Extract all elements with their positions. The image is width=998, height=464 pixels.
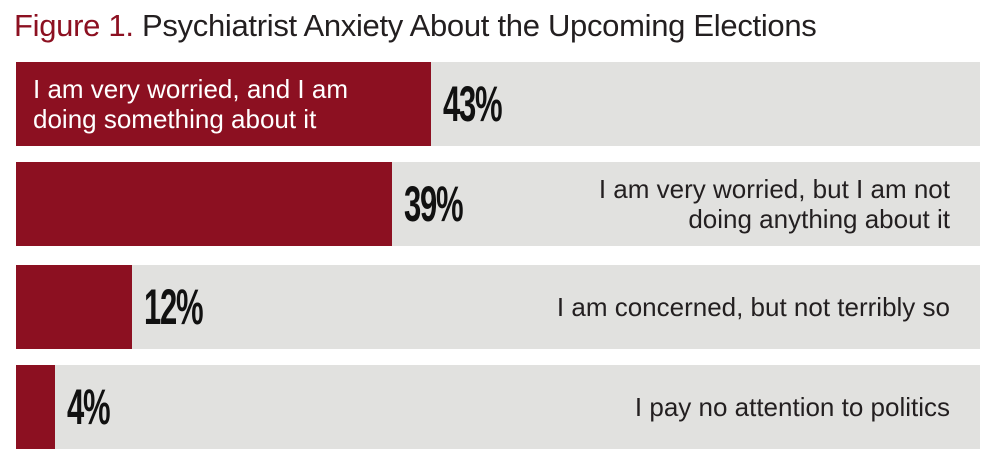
category-label: I am concerned, but not terribly so <box>556 292 950 322</box>
bar-track <box>16 365 980 449</box>
value-label: 39% <box>403 176 464 232</box>
category-label: I am very worried, but I am not doing an… <box>598 174 950 234</box>
chart-title: Figure 1. Psychiatrist Anxiety About the… <box>14 8 817 44</box>
value-label: 12% <box>143 279 204 335</box>
title-text: Psychiatrist Anxiety About the Upcoming … <box>141 8 817 43</box>
bar-row: 39% I am very worried, but I am not doin… <box>16 162 980 246</box>
bar <box>16 62 431 146</box>
bar <box>16 162 392 246</box>
bar-row: 43% I am very worried, and I am doing so… <box>16 62 980 146</box>
bar-row: 12% I am concerned, but not terribly so <box>16 265 980 349</box>
bar <box>16 365 55 449</box>
category-label: I pay no attention to politics <box>634 392 950 422</box>
bar <box>16 265 132 349</box>
value-label: 43% <box>442 76 503 132</box>
bar-row: 4% I pay no attention to politics <box>16 365 980 449</box>
value-label: 4% <box>66 379 111 435</box>
bar-track <box>16 265 980 349</box>
category-label: I am very worried, and I am doing someth… <box>33 74 348 134</box>
figure-label: Figure 1. <box>14 8 134 43</box>
